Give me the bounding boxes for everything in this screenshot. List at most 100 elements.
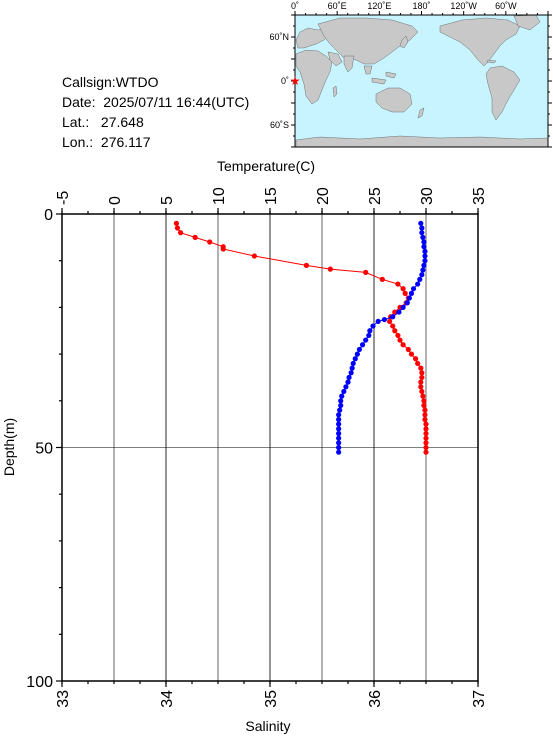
- land-arabia: [327, 51, 343, 67]
- salinity-tick-label: 35: [263, 690, 280, 708]
- latitude-text: Lat.: 27.648: [62, 114, 144, 130]
- salinity-data-point: [419, 230, 425, 236]
- temperature-data-point: [423, 440, 429, 446]
- temperature-data-point: [392, 309, 398, 315]
- land-new-zealand: [417, 107, 425, 119]
- temperature-data-point: [418, 379, 424, 385]
- salinity-data-point: [336, 440, 342, 446]
- salinity-data-point: [419, 225, 425, 231]
- salinity-data-point: [367, 328, 373, 334]
- salinity-data-point: [337, 407, 343, 413]
- temperature-tick-label: 5: [159, 196, 176, 205]
- temperature-data-point: [402, 290, 408, 296]
- temperature-data-point: [405, 346, 411, 353]
- map-lon-label: 120˚W: [450, 1, 477, 11]
- salinity-data-point: [356, 346, 363, 353]
- temperature-data-point: [408, 351, 415, 357]
- temperature-data-point: [220, 246, 226, 252]
- map-lat-label: 60˚S: [270, 120, 289, 130]
- axis-ticks: [56, 208, 479, 687]
- temperature-axis-title: Temperature(C): [217, 158, 315, 174]
- salinity-data-point: [375, 318, 381, 325]
- salinity-data-point: [348, 370, 354, 376]
- map-lon-label: 60˚W: [495, 1, 517, 11]
- salinity-data-point: [346, 374, 352, 381]
- salinity-data-point: [336, 435, 342, 441]
- salinity-data-point: [420, 267, 426, 273]
- temperature-data-point: [303, 262, 309, 268]
- salinity-data-point: [366, 332, 372, 339]
- land-cuba: [486, 59, 497, 64]
- temperature-data-point: [192, 234, 198, 240]
- salinity-data-point: [336, 444, 342, 451]
- land-indonesia: [363, 65, 397, 85]
- map-longitude-labels: 0˚ 60˚E 120˚E 180˚ 120˚W 60˚W: [291, 1, 517, 11]
- temperature-tick-label: 35: [471, 187, 488, 205]
- salinity-data-point: [338, 398, 344, 404]
- temperature-data-point: [390, 323, 396, 329]
- salinity-data-point: [336, 426, 342, 432]
- depth-axis-title: Depth(m): [1, 418, 17, 476]
- map-lat-label: 60˚N: [269, 32, 289, 42]
- map-lon-label: 180˚: [412, 1, 430, 11]
- land-japan: [399, 35, 409, 49]
- date-text: Date: 2025/07/11 16:44(UTC): [62, 94, 250, 110]
- temperature-data-point: [418, 384, 424, 390]
- temperature-data-point: [419, 370, 425, 376]
- salinity-axis-title: Salinity: [245, 718, 290, 734]
- salinity-data-point: [421, 239, 427, 245]
- temperature-data-point: [422, 416, 428, 423]
- salinity-data-point: [422, 258, 428, 264]
- salinity-data-point: [406, 295, 412, 301]
- depth-tick-labels: 0 50 100: [26, 207, 53, 691]
- salinity-data-point: [421, 262, 427, 268]
- map-lon-label: 0˚: [291, 1, 299, 11]
- salinity-data-point: [359, 342, 366, 348]
- salinity-tick-label: 34: [159, 690, 176, 708]
- salinity-data-point: [336, 416, 342, 423]
- salinity-data-point: [363, 337, 369, 343]
- temperature-data-point: [395, 281, 401, 287]
- land-south-america: [485, 65, 521, 121]
- land-india: [343, 55, 355, 73]
- salinity-data-point: [390, 314, 396, 320]
- salinity-data-point: [420, 234, 426, 240]
- temperature-data-point: [420, 393, 426, 399]
- salinity-data-point: [345, 379, 351, 385]
- temperature-data-point: [387, 318, 393, 325]
- map-latitude-labels: 60˚N 0˚ 60˚S: [269, 32, 289, 130]
- temperature-data-point: [207, 239, 213, 245]
- temperature-data-point: [421, 398, 427, 404]
- temperature-data-point: [423, 426, 429, 432]
- salinity-data-point: [339, 393, 345, 399]
- temperature-data-point: [174, 225, 181, 231]
- temperature-data-point: [392, 328, 398, 334]
- salinity-data-point: [336, 430, 342, 437]
- longitude-text: Lon.: 276.117: [62, 134, 151, 150]
- temperature-tick-label: 20: [315, 187, 332, 205]
- salinity-data-point: [336, 412, 342, 418]
- temperature-data-point: [422, 407, 428, 413]
- salinity-data-point: [404, 300, 410, 306]
- salinity-data-point: [418, 220, 424, 226]
- map-land: [295, 14, 549, 148]
- temperature-data-point: [419, 388, 425, 395]
- salinity-tick-labels: 33 34 35 36 37: [55, 690, 488, 708]
- temperature-data-point: [251, 253, 257, 259]
- salinity-data-point: [417, 276, 423, 282]
- salinity-data-point: [381, 316, 387, 323]
- location-map: 0˚ 60˚E 120˚E 180˚ 120˚W 60˚W 60˚N 0˚ 60˚S ★: [269, 1, 552, 148]
- temperature-tick-label: 30: [419, 187, 436, 205]
- temperature-data-point: [423, 421, 429, 427]
- salinity-data-point: [415, 281, 421, 287]
- temperature-tick-label: 10: [211, 187, 228, 205]
- salinity-data-point: [343, 384, 349, 390]
- land-north-america: [439, 17, 521, 67]
- temperature-data-point: [397, 337, 403, 343]
- temperature-tick-labels: -5 0 5 10 15 20 25 30 35: [55, 187, 488, 205]
- station-info: Callsign:WTDO Date: 2025/07/11 16:44(UTC…: [62, 72, 249, 152]
- callsign-text: Callsign:WTDO: [62, 74, 159, 90]
- salinity-data-point: [341, 388, 347, 395]
